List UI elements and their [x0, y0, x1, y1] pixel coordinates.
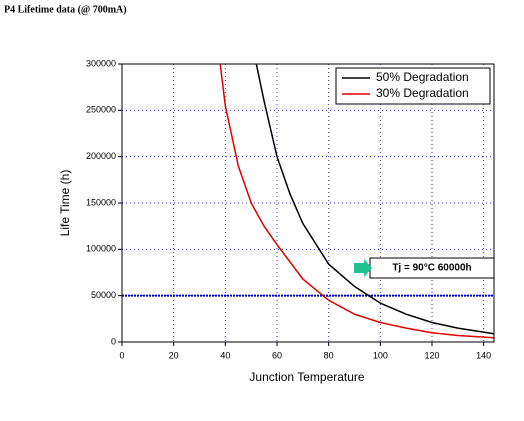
- x-tick-label: 120: [424, 350, 439, 360]
- x-tick-label: 100: [373, 350, 388, 360]
- line: [255, 64, 494, 335]
- legend-label: 30% Degradation: [376, 86, 469, 100]
- annotation-arrow: [354, 259, 372, 277]
- x-tick-label: 40: [220, 350, 230, 360]
- x-tick-label: 0: [119, 350, 124, 360]
- y-tick-label: 100000: [86, 244, 116, 254]
- y-tick-label: 200000: [86, 151, 116, 161]
- line: [219, 64, 494, 339]
- annotation-text: Tj = 90°C 60000h: [392, 263, 471, 274]
- annotation: Tj = 90°C 60000h: [354, 257, 495, 279]
- x-axis-label: Junction Temperature: [249, 370, 365, 384]
- legend-label: 50% Degradation: [376, 70, 469, 84]
- legend-box: [335, 67, 491, 105]
- x-tick-label: 60: [272, 350, 282, 360]
- y-tick-label: 0: [111, 336, 116, 346]
- y-tick-label: 50000: [91, 290, 116, 300]
- y-tick-label: 300000: [86, 58, 116, 68]
- x-tick-label: 140: [476, 350, 491, 360]
- y-tick-label: 250000: [86, 105, 116, 115]
- plot-frame: [121, 63, 495, 343]
- x-tick-label: 80: [324, 350, 334, 360]
- y-tick-label: 150000: [86, 197, 116, 207]
- chart-title: P4 Lifetime data (@ 700mA): [4, 4, 127, 15]
- x-tick-label: 20: [169, 350, 179, 360]
- y-axis-label: Life Time (h): [58, 170, 72, 237]
